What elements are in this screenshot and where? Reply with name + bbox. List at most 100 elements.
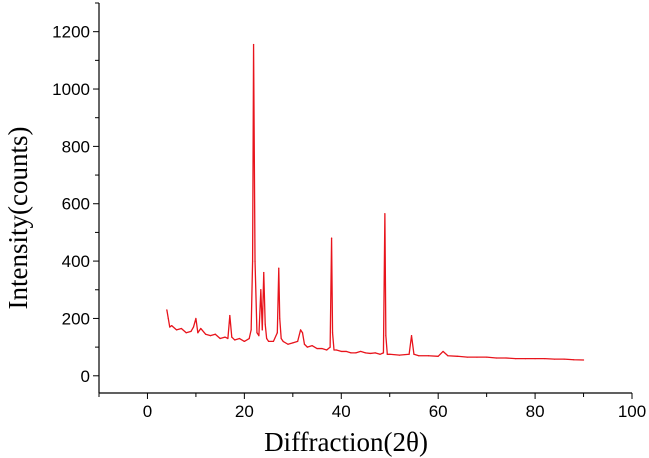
y-tick-label: 200	[62, 309, 90, 328]
y-tick-label: 0	[81, 367, 90, 386]
data-point	[252, 43, 255, 46]
data-point	[573, 359, 575, 361]
x-tick-label: 100	[618, 402, 646, 421]
data-point	[563, 358, 565, 360]
y-axis-title: Intensity(counts)	[3, 127, 33, 310]
data-point	[250, 329, 252, 331]
data-point	[350, 352, 352, 354]
data-point	[582, 359, 585, 361]
data-point	[524, 357, 527, 360]
data-point	[276, 332, 278, 334]
data-point	[427, 355, 430, 357]
data-point	[238, 337, 241, 340]
data-point	[185, 332, 187, 334]
x-tick-label: 80	[526, 402, 545, 421]
data-point	[331, 332, 334, 334]
data-point	[278, 267, 280, 269]
data-point	[192, 326, 195, 328]
x-tick-label: 20	[235, 402, 254, 421]
data-point	[272, 340, 275, 342]
data-point	[292, 342, 294, 344]
data-point	[442, 350, 444, 353]
data-point	[335, 349, 338, 351]
data-point	[197, 332, 199, 334]
data-point	[287, 343, 289, 345]
data-point	[333, 349, 335, 351]
x-tick-label: 60	[429, 402, 448, 421]
data-point	[195, 317, 197, 320]
data-point	[486, 356, 488, 358]
data-point	[267, 340, 270, 342]
data-point	[261, 329, 263, 331]
data-point	[408, 353, 410, 355]
data-point	[398, 354, 401, 356]
data-point	[382, 352, 385, 354]
data-point	[252, 260, 254, 262]
data-point	[260, 289, 262, 291]
data-point	[258, 335, 260, 337]
data-point	[297, 340, 299, 342]
x-tick-label: 40	[332, 402, 351, 421]
data-point	[254, 260, 256, 262]
data-point	[355, 352, 357, 354]
data-point	[224, 336, 226, 338]
data-point	[360, 350, 362, 353]
data-point	[180, 327, 182, 330]
data-point	[219, 337, 221, 340]
y-axis-ticks: 0 200 400 600 800 1000 1200	[52, 2, 99, 386]
data-point	[282, 340, 284, 342]
data-point	[301, 332, 304, 334]
data-point	[263, 271, 265, 274]
data-point	[413, 353, 415, 355]
data-point	[299, 329, 302, 331]
data-point	[200, 327, 202, 330]
data-point	[171, 325, 173, 327]
data-point	[389, 353, 391, 355]
data-point	[385, 335, 387, 337]
data-point	[437, 355, 439, 357]
data-point	[209, 335, 212, 337]
data-point	[166, 309, 168, 311]
data-point	[447, 355, 449, 357]
data-point	[169, 326, 171, 328]
data-point	[306, 346, 308, 348]
data-point	[466, 356, 468, 358]
data-point	[379, 353, 381, 355]
data-point	[264, 323, 266, 325]
data-point	[279, 317, 281, 320]
data-point	[456, 355, 459, 357]
data-point	[418, 355, 420, 357]
x-axis-title: Diffraction(2θ)	[264, 427, 428, 457]
data-point	[534, 357, 536, 360]
data-point	[231, 336, 233, 338]
data-point	[345, 350, 347, 353]
y-tick-label: 800	[62, 137, 90, 156]
y-tick-label: 1000	[52, 80, 90, 99]
data-point	[229, 314, 231, 317]
data-point	[280, 337, 282, 340]
data-point	[340, 350, 342, 353]
plot-area: 0 20 40 60 80 100 0 200 400 600 800 1000 1200	[52, 2, 646, 421]
data-point	[256, 332, 258, 334]
data-point	[386, 353, 388, 355]
data-point	[316, 347, 318, 350]
data-point	[205, 333, 207, 335]
data-point	[330, 237, 333, 239]
data-point	[175, 329, 178, 331]
data-point	[369, 352, 371, 355]
data-point	[364, 352, 367, 354]
data-point	[234, 339, 236, 341]
data-point	[495, 357, 497, 359]
x-tick-label: 0	[143, 402, 152, 421]
data-point	[544, 357, 546, 360]
y-tick-label: 400	[62, 252, 90, 271]
data-point	[515, 357, 517, 360]
data-point	[321, 347, 323, 350]
data-point	[476, 356, 478, 358]
data-point	[227, 337, 229, 340]
data-point	[384, 213, 386, 215]
series-layer	[166, 43, 585, 361]
y-tick-label: 600	[62, 195, 90, 214]
y-tick-label: 1200	[52, 23, 90, 42]
